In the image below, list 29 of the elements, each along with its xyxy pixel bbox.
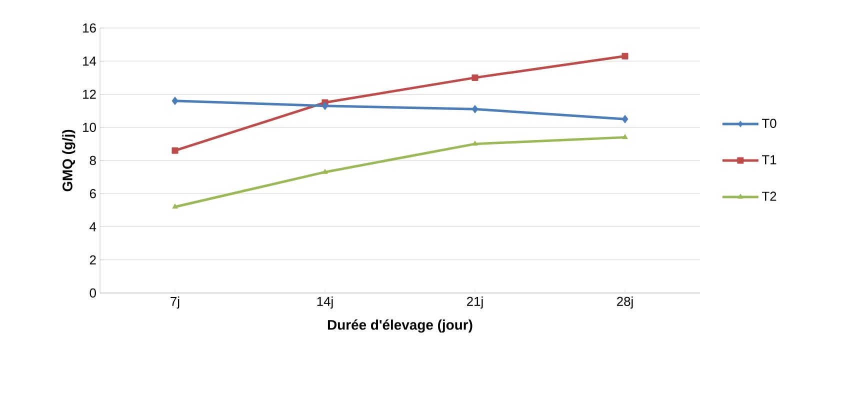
y-tick-label: 8 [90, 156, 96, 166]
x-tick-label: 7j [170, 296, 180, 309]
y-axis-title: GMQ (g/j) [62, 130, 76, 192]
point [322, 168, 328, 174]
y-tick-label: 12 [83, 90, 96, 99]
y-tick-label: 0 [90, 288, 96, 298]
y-tick-label: 2 [90, 255, 96, 264]
legend-label: T1 [762, 155, 776, 164]
x-tick-label: 14j [317, 296, 333, 309]
point [622, 52, 628, 60]
y-tick-label: 4 [90, 222, 96, 232]
legend-label: T2 [762, 192, 776, 201]
point [622, 134, 628, 140]
point [172, 96, 178, 106]
y-tick-label: 14 [83, 56, 96, 66]
point [322, 102, 328, 110]
point [172, 204, 178, 209]
point [472, 104, 478, 114]
x-tick-label: 28j [617, 296, 633, 309]
y-tick-label: 16 [83, 23, 96, 33]
point [172, 147, 178, 154]
x-tick-label: 21j [467, 296, 483, 309]
point [622, 114, 628, 124]
y-tick-label: 10 [83, 122, 96, 132]
y-tick-label: 6 [90, 189, 96, 198]
point [472, 140, 478, 146]
legend-label: T0 [762, 118, 776, 128]
x-axis-title: Durée d'élevage (jour) [328, 319, 472, 333]
point [472, 74, 478, 81]
